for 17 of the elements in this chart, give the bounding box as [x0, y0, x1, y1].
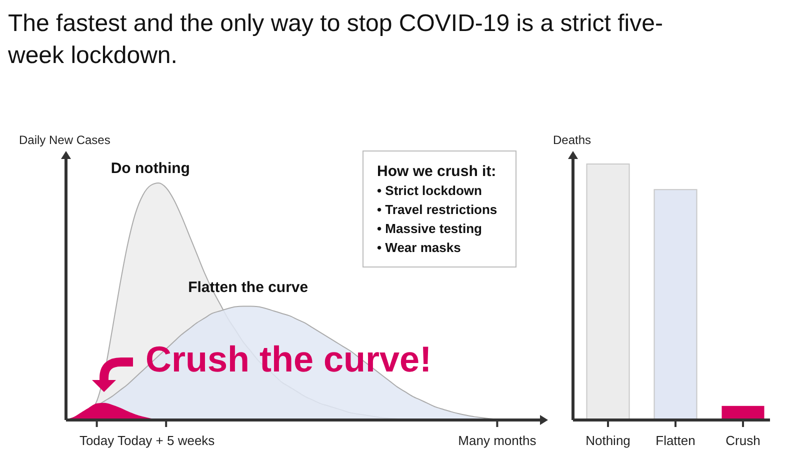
- x-tick-label: Flatten: [656, 433, 696, 448]
- x-tick-label: Many months: [458, 433, 537, 448]
- series-label: Flatten the curve: [188, 279, 308, 296]
- legend-label: Crush the curve!: [146, 338, 432, 380]
- annotation: • Massive testing: [377, 221, 482, 236]
- y-axis-title: Deaths: [553, 133, 592, 147]
- x-tick-label: Nothing: [586, 433, 630, 448]
- annotation: • Travel restrictions: [377, 202, 498, 217]
- x-tick-label: Today + 5 weeks: [118, 433, 216, 448]
- chart-title: The fastest and the only way to stop COVID-19 is a strict five-week lockdown.: [8, 9, 664, 71]
- y-axis-title: Daily New Cases: [19, 133, 110, 147]
- x-tick-label: Today: [79, 433, 115, 448]
- annotation: • Strict lockdown: [377, 183, 482, 198]
- annotation: • Wear masks: [377, 240, 461, 255]
- x-tick-label: Crush: [726, 433, 760, 448]
- text: How we crush it:: [377, 163, 496, 180]
- series-label: Do nothing: [110, 160, 190, 177]
